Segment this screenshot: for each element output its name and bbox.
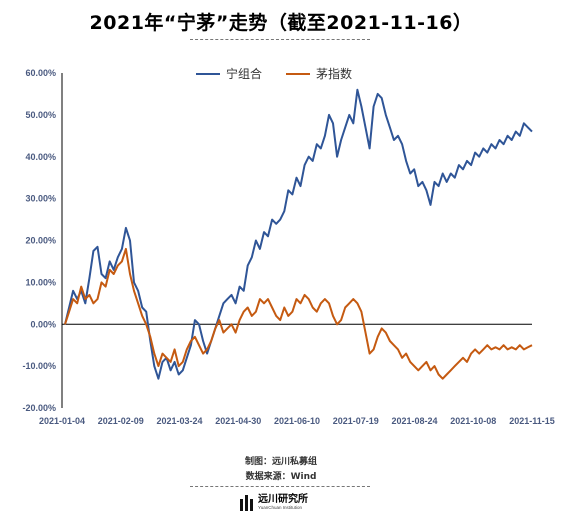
x-tick-label: 2021-01-04 [39,416,85,426]
logo-bars-icon [240,495,253,511]
y-axis: 60.00% 50.00% 40.00% 30.00% 20.00% 10.00% 0.00… [22,68,56,413]
data-source-credit: 数据来源：Wind [245,472,317,482]
x-tick-label: 2021-10-08 [450,416,496,426]
x-tick-label: 2021-07-19 [333,416,379,426]
series-line-2 [64,247,533,380]
y-tick-label: 40.00% [25,152,56,162]
y-tick-label: 20.00% [25,236,56,246]
series-line-1 [64,88,533,380]
x-axis: 2021-01-04 2021-02-09 2021-03-24 2021-04-30… [39,416,555,426]
logo-subtitle: YuanChuan Institution [258,505,303,511]
x-tick-label: 2021-04-30 [215,416,261,426]
legend: 宁组合 茅指数 [196,66,352,81]
made-by-credit: 制图：远川私募组 [244,457,317,467]
y-tick-label: 10.00% [25,277,56,287]
x-tick-label: 2021-06-10 [274,416,320,426]
y-tick-label: 50.00% [25,110,56,120]
x-tick-label: 2021-03-24 [156,416,202,426]
y-tick-label: 0.00% [30,319,56,329]
legend-label-2: 茅指数 [316,66,352,81]
y-tick-label: -10.00% [22,361,56,371]
footer-divider [190,486,370,487]
legend-label-1: 宁组合 [226,66,262,81]
x-tick-label: 2021-08-24 [391,416,437,426]
chart-title: 2021年“宁茅”走势（截至2021-11-16） [89,12,473,34]
x-tick-label: 2021-11-15 [509,416,555,426]
x-tick-label: 2021-02-09 [98,416,144,426]
series-lines [64,88,533,380]
title-divider [190,39,370,40]
institution-logo: 远川研究所 YuanChuan Institution [240,493,308,513]
y-tick-label: 60.00% [25,68,56,78]
logo-name: 远川研究所 [258,494,308,506]
y-tick-label: -20.00% [22,403,56,413]
y-tick-label: 30.00% [25,194,56,204]
